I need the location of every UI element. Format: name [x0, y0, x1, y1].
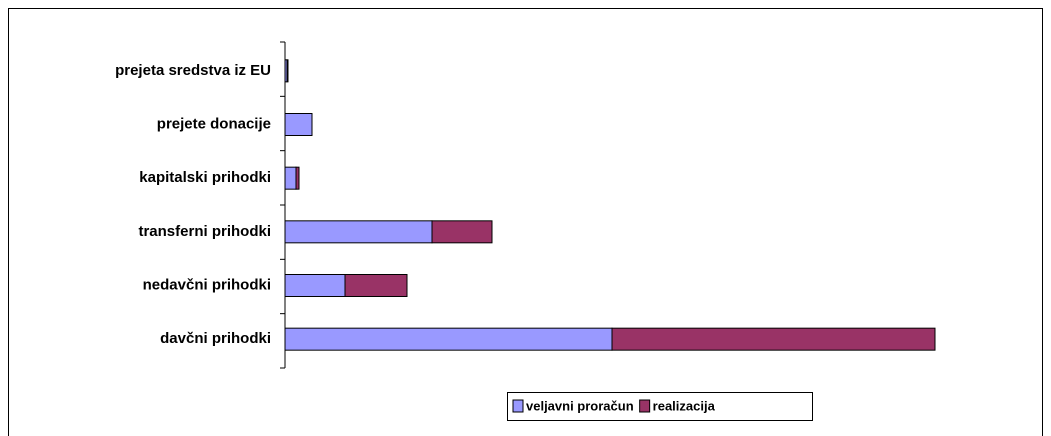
y-tick-label: transferni prihodki [138, 223, 271, 240]
bar-segment [284, 220, 433, 244]
y-tick-label: prejete donacije [157, 115, 271, 132]
bar-segment [611, 327, 936, 351]
legend: veljavni proračun realizacija [507, 392, 813, 421]
y-tick-label: kapitalski prihodki [139, 169, 271, 186]
bar-segment [344, 274, 408, 297]
plot-area: prejeta sredstva iz EU prejete donacije ka… [115, 41, 936, 369]
legend-swatch [512, 399, 524, 413]
legend-swatch [639, 399, 651, 413]
bar-segment [284, 327, 613, 351]
bar-segment [295, 166, 300, 190]
bar-segment [284, 274, 346, 297]
legend-label: veljavni proračun [526, 398, 634, 413]
y-tick-label: davčni prihodki [160, 330, 271, 347]
chart-border [8, 8, 1043, 436]
bar-segment [431, 220, 493, 244]
legend-label: realizacija [653, 398, 716, 413]
bar-segment [286, 59, 289, 83]
y-tick-label: nedavčni prihodki [143, 276, 271, 293]
bar-segment [284, 166, 297, 190]
y-tick-label: prejeta sredstva iz EU [115, 62, 271, 79]
legend-box [507, 392, 813, 421]
bar-segment [284, 113, 313, 136]
